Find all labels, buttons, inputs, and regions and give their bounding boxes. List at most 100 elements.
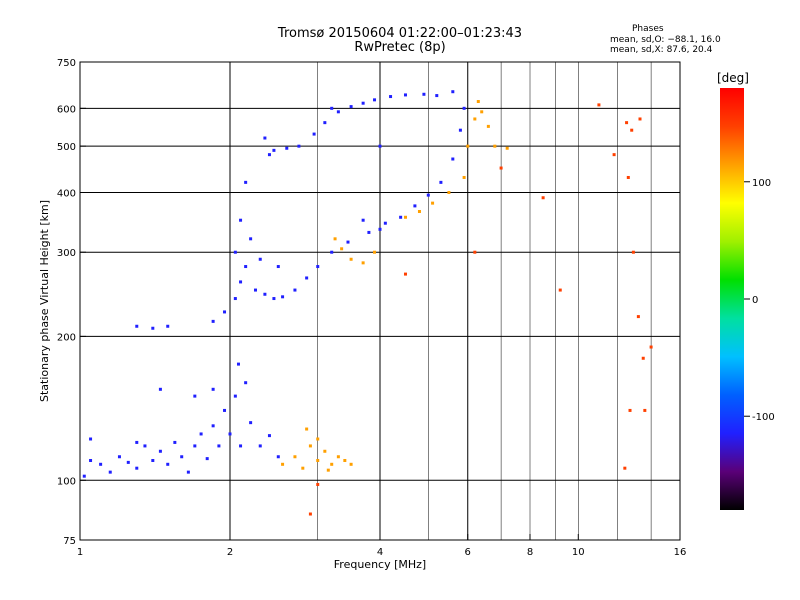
points-layer xyxy=(82,90,653,516)
data-point xyxy=(211,387,215,391)
data-point xyxy=(326,468,330,472)
data-point xyxy=(276,265,280,269)
data-point xyxy=(316,482,320,486)
colorbar-tick-label: 100 xyxy=(752,178,771,189)
x-tick-label: 6 xyxy=(465,547,471,558)
data-point xyxy=(439,180,443,184)
data-point xyxy=(378,227,382,231)
data-point xyxy=(417,210,421,214)
data-point xyxy=(422,92,426,96)
data-point xyxy=(431,201,435,205)
data-point xyxy=(638,117,642,121)
data-point xyxy=(267,434,271,438)
data-point xyxy=(244,180,248,184)
data-point xyxy=(493,144,497,148)
data-point xyxy=(451,90,455,94)
data-point xyxy=(340,247,344,251)
data-point xyxy=(336,110,340,114)
data-point xyxy=(253,288,257,292)
data-point xyxy=(301,466,305,470)
data-point xyxy=(180,455,184,459)
data-point xyxy=(383,221,387,225)
data-point xyxy=(361,101,365,105)
y-tick-label: 75 xyxy=(63,536,76,547)
data-point xyxy=(135,440,139,444)
data-point xyxy=(451,157,455,161)
data-point xyxy=(258,257,262,261)
data-point xyxy=(312,132,316,136)
data-point xyxy=(233,250,237,254)
data-point xyxy=(630,128,634,132)
data-point xyxy=(89,458,93,462)
data-point xyxy=(151,458,155,462)
y-tick-label: 500 xyxy=(57,142,76,153)
data-point xyxy=(233,394,237,398)
data-point xyxy=(135,324,139,328)
data-point xyxy=(158,387,162,391)
data-point xyxy=(626,175,630,179)
data-point xyxy=(117,455,121,459)
data-point xyxy=(316,265,320,269)
phases-stats-o: mean, sd,O: −88.1, 16.0 xyxy=(610,35,721,45)
data-point xyxy=(349,257,353,261)
data-point xyxy=(272,297,276,301)
data-point xyxy=(193,444,197,448)
data-point xyxy=(323,449,327,453)
data-point xyxy=(336,455,340,459)
data-point xyxy=(628,408,632,412)
data-point xyxy=(403,272,407,276)
data-point xyxy=(349,462,353,466)
y-tick-label: 600 xyxy=(57,104,76,115)
data-point xyxy=(263,136,267,140)
data-point xyxy=(462,175,466,179)
data-point xyxy=(473,250,477,254)
data-point xyxy=(233,297,237,301)
data-point xyxy=(641,356,645,360)
x-tick-label: 10 xyxy=(572,547,585,558)
colorbar-label: [deg] xyxy=(717,71,749,85)
data-point xyxy=(193,394,197,398)
data-point xyxy=(281,462,285,466)
x-tick-label: 1 xyxy=(77,547,83,558)
data-point xyxy=(276,455,280,459)
data-point xyxy=(330,250,334,254)
data-point xyxy=(99,462,103,466)
data-point xyxy=(211,319,215,323)
data-point xyxy=(166,462,170,466)
colorbar-tick-label: -100 xyxy=(752,412,775,423)
data-point xyxy=(426,193,430,197)
data-point xyxy=(631,250,635,254)
data-point xyxy=(89,437,93,441)
data-point xyxy=(643,408,647,412)
data-point xyxy=(281,295,285,299)
y-tick-label: 300 xyxy=(57,248,76,259)
data-point xyxy=(612,153,616,157)
data-point xyxy=(158,449,162,453)
data-point xyxy=(316,458,320,462)
x-tick-label: 2 xyxy=(227,547,233,558)
data-point xyxy=(151,326,155,330)
data-point xyxy=(244,381,248,385)
data-point xyxy=(505,146,509,150)
data-point xyxy=(239,218,243,222)
data-point xyxy=(499,166,503,170)
data-point xyxy=(346,240,350,244)
data-point xyxy=(244,265,248,269)
data-point xyxy=(223,408,227,412)
data-point xyxy=(597,103,601,107)
colorbar xyxy=(720,88,744,510)
data-point xyxy=(135,466,139,470)
data-point xyxy=(258,444,262,448)
data-point xyxy=(166,324,170,328)
x-axis-label: Frequency [MHz] xyxy=(334,558,426,571)
data-point xyxy=(308,444,312,448)
data-point xyxy=(263,292,267,296)
data-point xyxy=(399,215,403,219)
data-point xyxy=(558,288,562,292)
data-point xyxy=(205,457,209,461)
data-point xyxy=(267,153,271,157)
data-point xyxy=(466,144,470,148)
data-point xyxy=(297,144,301,148)
data-point xyxy=(389,95,393,99)
